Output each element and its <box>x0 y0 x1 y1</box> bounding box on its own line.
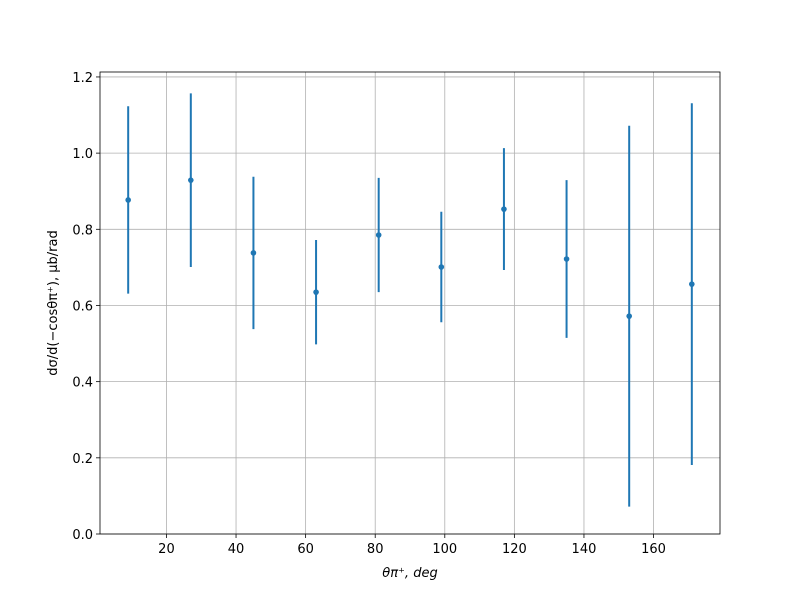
data-point <box>438 264 445 270</box>
data-point <box>563 256 570 262</box>
data-point <box>250 250 257 256</box>
x-tick-label: 20 <box>158 542 175 557</box>
data-point <box>689 281 695 287</box>
plot-frame <box>99 71 721 535</box>
x-tick-label: 100 <box>432 542 457 557</box>
y-tick-label: 0.0 <box>72 528 93 543</box>
x-tick-label: 120 <box>502 542 527 557</box>
y-tick-label: 1.0 <box>72 147 93 162</box>
x-tick-label: 40 <box>228 542 245 557</box>
x-tick-label: 160 <box>641 542 666 557</box>
y-tick-label: 0.4 <box>72 376 93 391</box>
y-tick-label: 1.2 <box>72 71 93 86</box>
y-axis-label: dσ/d(−cosθπ⁺), μb/rad <box>46 230 61 375</box>
x-axis-label: θπ⁺, deg <box>382 566 437 581</box>
data-point <box>375 232 382 238</box>
data-point <box>125 197 131 203</box>
y-tick-label: 0.6 <box>72 299 93 314</box>
data-point <box>188 177 194 183</box>
x-tick-label: 80 <box>367 542 384 557</box>
data-point <box>626 313 632 319</box>
x-tick-label: 140 <box>572 542 597 557</box>
y-tick-label: 0.2 <box>72 452 93 467</box>
data-point <box>313 289 319 295</box>
data-point <box>501 206 507 212</box>
x-tick-label: 60 <box>297 542 314 557</box>
y-tick-label: 0.8 <box>72 223 93 238</box>
